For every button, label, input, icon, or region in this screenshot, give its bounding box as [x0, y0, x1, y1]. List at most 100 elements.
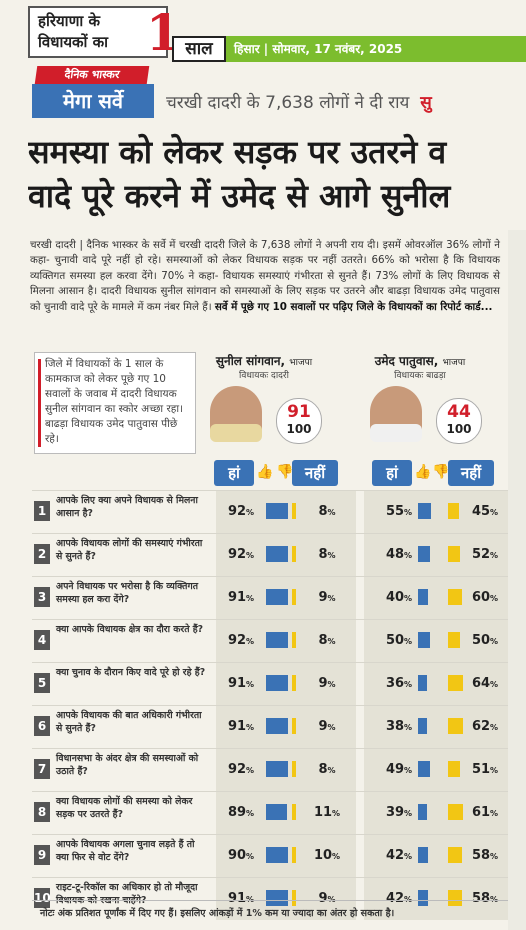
- value-number: 8: [318, 762, 328, 777]
- value-c2-no: 58%: [460, 841, 510, 871]
- value-number: 45: [471, 504, 491, 519]
- c2-column-bg: [364, 577, 508, 619]
- value-c2-no: 45%: [460, 497, 510, 527]
- value-number: 60: [471, 590, 491, 605]
- c2-column-bg: [364, 749, 508, 791]
- value-c1-yes: 91%: [216, 669, 266, 699]
- series-badge: हरियाणा के विधायकों का: [28, 6, 168, 58]
- results-table: 1 आपके लिए क्या अपने विधायक से मिलना आसान…: [32, 490, 508, 920]
- percent-sign: %: [246, 508, 255, 517]
- percent-sign: %: [490, 723, 499, 732]
- adjacent-column: [508, 230, 526, 930]
- value-c1-no: 11%: [302, 798, 352, 828]
- value-c1-yes: 92%: [216, 497, 266, 527]
- bar-c2-no: [448, 589, 462, 605]
- thumbs-down-icon: 👎: [276, 464, 294, 480]
- value-c1-yes: 90%: [216, 841, 266, 871]
- c2-column-bg: [364, 792, 508, 834]
- bar-c2-no: [448, 761, 460, 777]
- value-c1-no: 9%: [302, 583, 352, 613]
- bar-c2-no: [448, 675, 463, 691]
- percent-sign: %: [404, 723, 413, 732]
- c2-column-bg: [364, 878, 508, 920]
- value-number: 10: [313, 848, 333, 863]
- table-row: 1 आपके लिए क्या अपने विधायक से मिलना आसान…: [32, 490, 508, 533]
- percent-sign: %: [490, 852, 499, 861]
- value-number: 50: [471, 633, 491, 648]
- value-c2-no: 62%: [460, 712, 510, 742]
- c1-no-pill: नहीं: [292, 460, 338, 486]
- percent-sign: %: [404, 594, 413, 603]
- value-number: 40: [385, 590, 405, 605]
- value-c1-yes: 91%: [216, 712, 266, 742]
- value-c2-no: 52%: [460, 540, 510, 570]
- percent-sign: %: [404, 551, 413, 560]
- table-row: 2 आपके विधायक लोगों की समस्याएं गंभीरता स…: [32, 533, 508, 576]
- brand-logo: दैनिक भास्कर: [34, 66, 150, 84]
- bar-c1-yes: [266, 675, 288, 691]
- headline-line-2: वादे पूरे करने में उमेद से आगे सुनील: [28, 177, 451, 215]
- question-text: क्या विधायक लोगों की समस्या को लेकर सड़क…: [56, 796, 193, 820]
- bar-c1-no: [292, 503, 296, 519]
- question-text: अपने विधायक पर भरोसा है कि व्यक्तिगत समस…: [56, 581, 198, 605]
- bar-c1-no: [292, 589, 296, 605]
- value-c1-no: 8%: [302, 497, 352, 527]
- value-number: 50: [385, 633, 405, 648]
- bar-c1-yes: [266, 718, 288, 734]
- percent-sign: %: [332, 852, 341, 861]
- percent-sign: %: [327, 766, 336, 775]
- value-number: 9: [318, 676, 328, 691]
- question-number: 1: [34, 501, 50, 521]
- value-number: 90: [227, 848, 247, 863]
- bar-c1-no: [292, 890, 296, 906]
- candidate-2: उमेद पातुवास, भाजपा विधायकः बाढड़ा 44 10…: [340, 352, 500, 444]
- series-word: साल: [172, 36, 226, 62]
- percent-sign: %: [404, 895, 412, 904]
- headline: समस्या को लेकर सड़क पर उतरने व वादे पूरे…: [28, 130, 526, 218]
- bar-c2-no: [448, 890, 462, 906]
- percent-sign: %: [490, 809, 499, 818]
- bar-c1-yes: [266, 503, 288, 519]
- c2-yes-pill: हां: [372, 460, 412, 486]
- table-row: 7 विधानसभा के अंदर क्षेत्र की समस्याओं को…: [32, 748, 508, 791]
- value-c1-yes: 92%: [216, 755, 266, 785]
- percent-sign: %: [490, 766, 499, 775]
- value-number: 9: [318, 891, 328, 906]
- value-number: 48: [385, 547, 405, 562]
- question-text: आपके विधायक लोगों की समस्याएं गंभीरता से…: [56, 538, 203, 562]
- value-c2-yes: 36%: [374, 669, 424, 699]
- bar-c2-yes: [418, 761, 430, 777]
- value-number: 39: [385, 805, 405, 820]
- value-number: 58: [471, 891, 491, 906]
- value-number: 91: [227, 676, 247, 691]
- thumbs-up-icon: 👍: [414, 464, 432, 480]
- bar-c2-yes: [418, 718, 427, 734]
- bar-c1-yes: [266, 804, 287, 820]
- candidate-1-shirt: [210, 424, 262, 442]
- bar-c1-no: [292, 804, 296, 820]
- value-number: 89: [227, 805, 247, 820]
- c1-yes-pill: हां: [214, 460, 254, 486]
- question-number: 4: [34, 630, 50, 650]
- bar-c2-yes: [418, 847, 428, 863]
- c2-column-bg: [364, 663, 508, 705]
- question-text: आपके विधायक अगला चुनाव लड़ते हैं तो क्या…: [56, 839, 195, 863]
- bar-c1-no: [292, 546, 296, 562]
- candidate-1-score-value: 91: [287, 402, 311, 422]
- bar-c2-no: [448, 847, 462, 863]
- value-number: 92: [227, 547, 247, 562]
- thumbs-down-icon: 👎: [432, 464, 450, 480]
- value-c1-no: 8%: [302, 540, 352, 570]
- candidate-2-score-value: 44: [447, 402, 471, 422]
- candidate-2-score: 44 100: [436, 398, 482, 444]
- value-c2-yes: 42%: [374, 841, 424, 871]
- candidate-1-party: भाजपा: [289, 358, 313, 368]
- value-number: 9: [318, 719, 328, 734]
- value-c1-no: 9%: [302, 712, 352, 742]
- value-c2-yes: 49%: [374, 755, 424, 785]
- article-text: चरखी दादरी | दैनिक भास्कर के सर्वे में च…: [30, 239, 500, 313]
- bar-c2-yes: [418, 632, 430, 648]
- bar-c1-no: [292, 632, 296, 648]
- percent-sign: %: [490, 508, 499, 517]
- value-c2-no: 58%: [460, 884, 510, 914]
